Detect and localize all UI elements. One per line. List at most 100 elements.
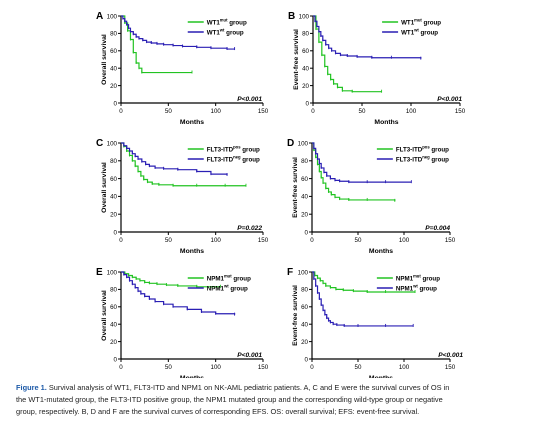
- x-tick-label: 100: [211, 364, 222, 371]
- x-tick-label: 0: [119, 237, 123, 244]
- survival-curve-wildtype: [312, 271, 414, 327]
- caption-line-2: the WT1-mutated group, the FLT3-ITD posi…: [16, 395, 443, 405]
- x-tick-label: 50: [355, 237, 362, 244]
- x-axis-label: Months: [369, 248, 393, 255]
- x-tick-label: 150: [258, 237, 269, 244]
- y-tick-label: 80: [301, 287, 308, 294]
- legend-label: FLT3-ITDneg group: [396, 155, 449, 164]
- y-tick-label: 0: [114, 100, 118, 107]
- y-tick-label: 100: [107, 269, 118, 276]
- y-tick-label: 100: [298, 269, 309, 276]
- y-tick-label: 0: [305, 356, 309, 363]
- y-tick-label: 20: [301, 212, 308, 219]
- y-tick-label: 80: [110, 31, 117, 38]
- y-tick-label: 80: [302, 31, 309, 38]
- x-tick-label: 50: [355, 364, 362, 371]
- legend-label: WT1mut group: [207, 18, 247, 27]
- y-axis-label: Overall survival: [101, 290, 108, 341]
- panel-letter: A: [96, 11, 103, 22]
- y-tick-label: 60: [301, 304, 308, 311]
- y-tick-label: 80: [110, 158, 117, 165]
- panel-letter: E: [96, 267, 103, 278]
- panel-letter: C: [96, 138, 103, 149]
- y-tick-label: 20: [110, 212, 117, 219]
- chart-panel-c: 0 20 40 60 80 100 0 50 100 150 Months Overall survi…: [96, 138, 269, 255]
- p-value-label: P<0.001: [437, 96, 462, 103]
- y-axis-label: Event-free survival: [293, 29, 300, 90]
- p-value-label: P=0.022: [237, 225, 262, 232]
- y-tick-label: 0: [305, 229, 309, 236]
- figure-canvas: 0 20 40 60 80 100 0 50 100 150 Months Overall survi…: [96, 11, 466, 378]
- x-tick-label: 0: [310, 364, 314, 371]
- y-axis-label: Event-free survival: [292, 285, 299, 346]
- y-tick-label: 60: [110, 48, 117, 55]
- panel-letter: D: [287, 138, 294, 149]
- y-tick-label: 20: [110, 339, 117, 346]
- y-tick-label: 40: [302, 66, 309, 73]
- chart-panel-a: 0 20 40 60 80 100 0 50 100 150 Months Overall survi…: [96, 11, 269, 126]
- panel-letter: F: [287, 267, 293, 278]
- chart-panel-e: 0 20 40 60 80 100 0 50 100 150 Months Overall survi…: [96, 267, 269, 378]
- y-tick-label: 100: [299, 13, 310, 20]
- y-tick-label: 0: [114, 356, 118, 363]
- legend-label: NPM1mut group: [396, 274, 440, 283]
- y-tick-label: 100: [107, 13, 118, 20]
- x-tick-label: 0: [311, 108, 315, 115]
- legend-label: WT1wt group: [207, 28, 244, 37]
- p-value-label: P<0.001: [438, 352, 463, 359]
- chart-panel-b: 0 20 40 60 80 100 0 50 100 150 Months Event-free su…: [288, 11, 466, 126]
- y-tick-label: 60: [110, 176, 117, 183]
- legend-label: WT1mut group: [401, 18, 441, 27]
- y-tick-label: 40: [110, 66, 117, 73]
- y-tick-label: 80: [110, 287, 117, 294]
- survival-curve-wildtype: [313, 15, 422, 59]
- y-tick-label: 40: [110, 194, 117, 201]
- y-tick-label: 40: [301, 194, 308, 201]
- legend-label: NPM1wt group: [396, 284, 437, 293]
- legend-label: FLT3-ITDneg group: [207, 155, 260, 164]
- p-value-label: P<0.001: [237, 352, 262, 359]
- y-tick-label: 60: [110, 304, 117, 311]
- p-value-label: P<0.001: [237, 96, 262, 103]
- y-tick-label: 0: [114, 229, 118, 236]
- x-tick-label: 100: [211, 108, 222, 115]
- x-tick-label: 50: [165, 364, 172, 371]
- y-tick-label: 20: [301, 339, 308, 346]
- x-axis-label: Months: [180, 119, 204, 126]
- y-tick-label: 40: [301, 322, 308, 329]
- y-tick-label: 0: [306, 100, 310, 107]
- x-axis-label: Months: [369, 375, 393, 378]
- p-value-label: P=0.004: [425, 225, 450, 232]
- y-tick-label: 20: [302, 83, 309, 90]
- legend-label: NPM1mut group: [207, 274, 251, 283]
- legend-label: NPM1wt group: [207, 284, 248, 293]
- x-tick-label: 100: [406, 108, 417, 115]
- chart-panel-d: 0 20 40 60 80 100 0 50 100 150 Months Event-free su…: [287, 138, 456, 255]
- y-tick-label: 80: [301, 158, 308, 165]
- y-axis-label: Overall survival: [101, 34, 108, 85]
- x-tick-label: 100: [211, 237, 222, 244]
- survival-curve-mutant: [121, 142, 246, 187]
- chart-panel-f: 0 20 40 60 80 100 0 50 100 150 Months Event-free su…: [287, 267, 463, 378]
- panel-letter: B: [288, 11, 295, 22]
- x-tick-label: 0: [310, 237, 314, 244]
- y-tick-label: 60: [302, 48, 309, 55]
- x-tick-label: 150: [445, 237, 456, 244]
- survival-curve-mutant: [312, 142, 396, 201]
- legend-label: FLT3-ITDpos group: [396, 145, 449, 154]
- x-axis-label: Months: [180, 375, 204, 378]
- legend-label: FLT3-ITDpos group: [207, 145, 260, 154]
- x-axis-label: Months: [374, 119, 398, 126]
- x-tick-label: 100: [399, 364, 410, 371]
- x-tick-label: 150: [445, 364, 456, 371]
- x-tick-label: 0: [119, 364, 123, 371]
- x-tick-label: 150: [258, 108, 269, 115]
- x-tick-label: 0: [119, 108, 123, 115]
- y-tick-label: 60: [301, 176, 308, 183]
- y-tick-label: 20: [110, 83, 117, 90]
- y-tick-label: 100: [107, 140, 118, 147]
- x-tick-label: 150: [258, 364, 269, 371]
- y-axis-label: Overall survival: [101, 162, 108, 213]
- figure-caption: Figure 1. Survival analysis of WT1, FLT3…: [16, 382, 538, 419]
- x-tick-label: 150: [455, 108, 466, 115]
